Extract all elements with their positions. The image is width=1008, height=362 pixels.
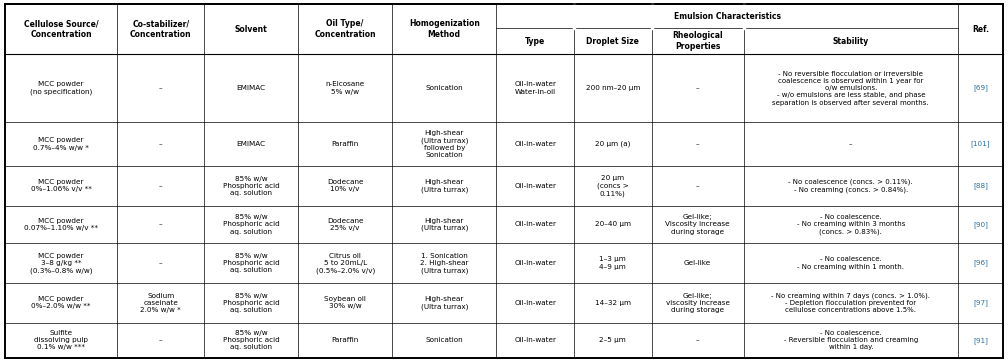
Text: Cellulose Source/
Concentration: Cellulose Source/ Concentration (24, 19, 99, 39)
Text: Gel-like: Gel-like (684, 260, 712, 266)
Text: Ref.: Ref. (972, 25, 989, 34)
Text: –: – (849, 141, 853, 147)
Text: Oil Type/
Concentration: Oil Type/ Concentration (314, 19, 376, 39)
Text: 85% w/w
Phosphoric acid
aq. solution: 85% w/w Phosphoric acid aq. solution (223, 330, 279, 350)
Text: –: – (159, 141, 162, 147)
Text: 1–3 μm
4–9 μm: 1–3 μm 4–9 μm (600, 256, 626, 270)
Text: - No reversible flocculation or irreversible
coalescence is observed within 1 ye: - No reversible flocculation or irrevers… (772, 71, 929, 106)
Text: 85% w/w
Phosphoric acid
aq. solution: 85% w/w Phosphoric acid aq. solution (223, 253, 279, 273)
Text: MCC powder
3–8 g/kg **
(0.3%–0.8% w/w): MCC powder 3–8 g/kg ** (0.3%–0.8% w/w) (30, 253, 93, 274)
Text: n-Eicosane
5% w/w: n-Eicosane 5% w/w (326, 81, 365, 95)
Text: Gel-like;
Viscosity increase
during storage: Gel-like; Viscosity increase during stor… (665, 214, 730, 235)
Text: [96]: [96] (973, 260, 988, 266)
Text: [90]: [90] (973, 221, 988, 228)
Text: EMIMAC: EMIMAC (237, 141, 266, 147)
Text: - No creaming within 7 days (concs. > 1.0%).
- Depletion flocculation prevented : - No creaming within 7 days (concs. > 1.… (771, 292, 930, 313)
Text: High-shear
(Ultra turrax): High-shear (Ultra turrax) (420, 296, 468, 310)
Text: Oil-in-water: Oil-in-water (514, 300, 556, 306)
Text: Oil-in-water: Oil-in-water (514, 183, 556, 189)
Text: Paraffin: Paraffin (332, 337, 359, 343)
Text: 1. Sonication
2. High-shear
(Ultra turrax): 1. Sonication 2. High-shear (Ultra turra… (420, 253, 469, 274)
Text: Co-stabilizer/
Concentration: Co-stabilizer/ Concentration (130, 19, 192, 39)
Text: High-shear
(Ultra turrax): High-shear (Ultra turrax) (420, 179, 468, 193)
Text: MCC powder
0.7%–4% w/w *: MCC powder 0.7%–4% w/w * (33, 138, 89, 151)
Text: 20–40 μm: 20–40 μm (595, 222, 631, 227)
Text: MCC powder
0.07%–1.10% w/v **: MCC powder 0.07%–1.10% w/v ** (24, 218, 98, 231)
Text: 85% w/w
Phosphoric acid
aq. solution: 85% w/w Phosphoric acid aq. solution (223, 214, 279, 235)
Text: –: – (696, 85, 700, 91)
Text: 2–5 μm: 2–5 μm (600, 337, 626, 343)
Text: Oil-in-water: Oil-in-water (514, 141, 556, 147)
Text: Sonication: Sonication (425, 337, 463, 343)
Text: –: – (696, 183, 700, 189)
Text: Sonication: Sonication (425, 85, 463, 91)
Text: [91]: [91] (973, 337, 988, 344)
Text: MCC powder
0%–2.0% w/w **: MCC powder 0%–2.0% w/w ** (31, 296, 91, 310)
Text: [69]: [69] (973, 85, 988, 92)
Text: MCC powder
0%–1.06% v/v **: MCC powder 0%–1.06% v/v ** (31, 179, 92, 193)
Text: Oil-in-water: Oil-in-water (514, 222, 556, 227)
Text: Dodecane
25% v/v: Dodecane 25% v/v (327, 218, 364, 231)
Text: Paraffin: Paraffin (332, 141, 359, 147)
Text: High-shear
(Ultra turrax)
followed by
Sonication: High-shear (Ultra turrax) followed by So… (420, 130, 468, 158)
Text: –: – (159, 260, 162, 266)
Text: MCC powder
(no specification): MCC powder (no specification) (30, 81, 93, 95)
Text: Dodecane
10% v/v: Dodecane 10% v/v (327, 179, 364, 193)
Text: –: – (159, 337, 162, 343)
Text: 85% w/w
Phosphoric acid
aq. solution: 85% w/w Phosphoric acid aq. solution (223, 292, 279, 313)
Text: - No coalescence.
- No creaming within 3 months
(concs. > 0.83%).: - No coalescence. - No creaming within 3… (796, 214, 905, 235)
Text: Rheological
Properties: Rheological Properties (672, 31, 723, 51)
Text: 14–32 μm: 14–32 μm (595, 300, 631, 306)
Text: –: – (159, 85, 162, 91)
Text: –: – (696, 337, 700, 343)
Text: Gel-like;
viscosity increase
during storage: Gel-like; viscosity increase during stor… (665, 292, 730, 313)
Text: Homogenization
Method: Homogenization Method (409, 19, 480, 39)
Text: –: – (696, 141, 700, 147)
Text: - No coalescence.
- Reversible flocculation and creaming
within 1 day.: - No coalescence. - Reversible flocculat… (783, 330, 918, 350)
Text: 85% w/w
Phosphoric acid
aq. solution: 85% w/w Phosphoric acid aq. solution (223, 176, 279, 196)
Text: Oil-in-water: Oil-in-water (514, 337, 556, 343)
Text: [88]: [88] (973, 182, 988, 189)
Text: Sulfite
dissolving pulp
0.1% w/w ***: Sulfite dissolving pulp 0.1% w/w *** (34, 330, 89, 350)
Text: –: – (159, 222, 162, 227)
Text: 200 nm–20 μm: 200 nm–20 μm (586, 85, 640, 91)
Text: EMIMAC: EMIMAC (237, 85, 266, 91)
Text: High-shear
(Ultra turrax): High-shear (Ultra turrax) (420, 218, 468, 231)
Text: Oil-in-water
Water-in-oil: Oil-in-water Water-in-oil (514, 81, 556, 95)
Text: Citrus oil
5 to 20mL/L
(0.5%–2.0% v/v): Citrus oil 5 to 20mL/L (0.5%–2.0% v/v) (316, 253, 375, 274)
Text: Oil-in-water: Oil-in-water (514, 260, 556, 266)
Text: Type: Type (525, 37, 545, 46)
Text: 20 μm (a): 20 μm (a) (595, 141, 630, 147)
Text: - No coalescence (concs. > 0.11%).
- No creaming (concs. > 0.84%).: - No coalescence (concs. > 0.11%). - No … (788, 179, 913, 193)
Text: Sodium
caseinate
2.0% w/w *: Sodium caseinate 2.0% w/w * (140, 292, 181, 313)
Text: Emulsion Characteristics: Emulsion Characteristics (673, 12, 780, 21)
Text: - No coalescence.
- No creaming within 1 month.: - No coalescence. - No creaming within 1… (797, 256, 904, 270)
Text: –: – (159, 183, 162, 189)
Text: [97]: [97] (973, 299, 988, 306)
Text: [101]: [101] (971, 141, 990, 147)
Text: Solvent: Solvent (235, 25, 267, 34)
Text: Soybean oil
30% w/w: Soybean oil 30% w/w (325, 296, 366, 310)
Text: 20 μm
(concs >
0.11%): 20 μm (concs > 0.11%) (597, 175, 629, 197)
Text: Stability: Stability (833, 37, 869, 46)
Text: Droplet Size: Droplet Size (587, 37, 639, 46)
